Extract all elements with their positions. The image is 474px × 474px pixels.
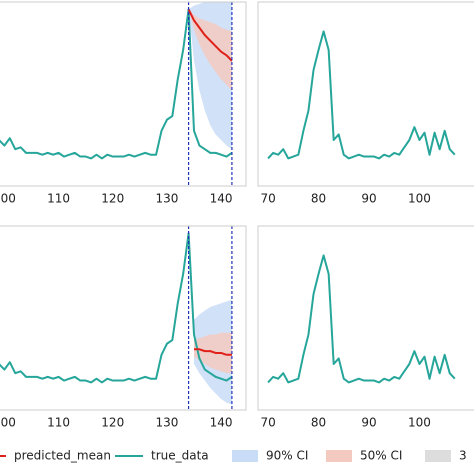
x-tick-label: 70 — [260, 416, 275, 430]
x-tick-label: 90 — [361, 416, 376, 430]
legend-label: 3 — [459, 449, 467, 463]
series-line — [194, 348, 232, 356]
x-tick-label: 100 — [408, 192, 431, 206]
x-tick-label: 110 — [47, 192, 70, 206]
x-tick-label: 90 — [361, 192, 376, 206]
series-line — [267, 30, 456, 160]
x-tick-label: 70 — [260, 192, 275, 206]
x-tick-label: 120 — [101, 416, 124, 430]
ci-band — [188, 9, 232, 91]
legend-label: 50% CI — [360, 449, 402, 463]
x-tick-label: 100 — [408, 416, 431, 430]
series-line — [267, 254, 456, 384]
legend-label: 90% CI — [266, 449, 308, 463]
plot-area — [267, 30, 456, 160]
x-tick-label: 120 — [101, 192, 124, 206]
series-line — [187, 8, 233, 62]
panel-frame — [0, 225, 247, 411]
x-tick-label: 140 — [210, 192, 233, 206]
legend-label: predicted_mean — [14, 449, 111, 463]
x-tick-label: 80 — [311, 192, 326, 206]
legend-swatch — [425, 450, 451, 462]
plot-area — [267, 254, 456, 384]
x-tick-label: 80 — [311, 416, 326, 430]
series-line — [0, 232, 233, 384]
x-tick-label: 100 — [0, 416, 16, 430]
x-tick-label: 130 — [155, 416, 178, 430]
legend-swatch — [326, 450, 352, 462]
series-line — [0, 8, 233, 160]
legend-label: true_data — [151, 449, 209, 463]
legend-swatch — [232, 450, 258, 462]
plot-area — [0, 2, 233, 186]
panel-frame — [257, 225, 474, 411]
x-tick-label: 100 — [0, 192, 16, 206]
x-tick-label: 130 — [155, 192, 178, 206]
x-tick-label: 110 — [47, 416, 70, 430]
panel-frame — [0, 1, 247, 187]
x-tick-label: 140 — [210, 416, 233, 430]
plot-area — [0, 226, 233, 410]
panel-frame — [257, 1, 474, 187]
